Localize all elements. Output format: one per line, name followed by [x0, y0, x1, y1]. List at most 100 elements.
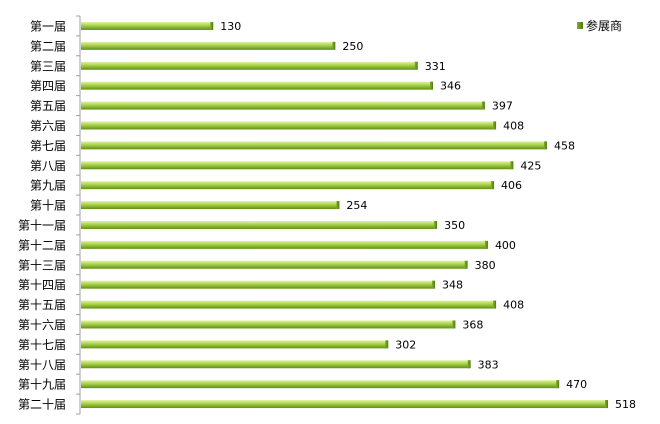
bar-cap [430, 81, 434, 90]
category-label: 第十三届 [18, 258, 66, 272]
bar-cap [434, 220, 438, 229]
category-label: 第十九届 [18, 378, 66, 392]
bar-body [81, 380, 559, 389]
bar-cap [432, 280, 436, 289]
legend-marker [577, 22, 583, 29]
bar-body [81, 141, 546, 150]
bar [81, 320, 456, 329]
bar-cap [543, 141, 547, 150]
bar-cap [414, 61, 418, 70]
bar-cap [385, 340, 389, 349]
bar-body [81, 320, 455, 329]
bar-body [81, 300, 496, 309]
bar [81, 340, 389, 349]
data-label: 406 [501, 179, 522, 192]
bar-cap [493, 121, 497, 130]
bar [81, 101, 485, 110]
bar-cap [336, 201, 340, 210]
bar-cap [510, 161, 514, 170]
data-label: 331 [425, 60, 446, 73]
data-label: 400 [495, 239, 516, 252]
bar [81, 240, 488, 249]
bar [81, 81, 434, 90]
category-label: 第九届 [30, 179, 66, 193]
bar-cap [493, 300, 497, 309]
data-label: 250 [342, 40, 363, 53]
bar-body [81, 161, 513, 170]
data-label: 425 [520, 159, 541, 172]
bar [81, 201, 340, 210]
category-label: 第十届 [30, 199, 66, 213]
bar-body [81, 280, 435, 289]
data-label: 368 [462, 318, 483, 331]
bar [81, 61, 418, 70]
bar [81, 181, 495, 190]
bar [81, 121, 497, 130]
data-label: 130 [220, 20, 241, 33]
data-label: 408 [503, 299, 524, 312]
bar-body [81, 360, 470, 369]
bar-cap [605, 400, 608, 409]
bar-body [81, 121, 496, 130]
bar-cap [210, 21, 214, 30]
bar-body [81, 181, 494, 190]
bar-body [81, 41, 335, 50]
category-label: 第四届 [30, 79, 66, 93]
category-label: 第十一届 [18, 218, 66, 232]
data-label: 518 [615, 398, 636, 411]
category-label: 第一届 [30, 19, 66, 33]
bar-body [81, 201, 339, 210]
bar-body [81, 101, 484, 110]
bar-cap [452, 320, 456, 329]
category-label: 第十五届 [18, 298, 66, 312]
data-label: 348 [442, 279, 463, 292]
bar [81, 21, 214, 30]
bar [81, 360, 471, 369]
bar-cap [491, 181, 495, 190]
bar [81, 41, 336, 50]
data-label: 302 [395, 338, 416, 351]
bar [81, 220, 438, 229]
data-label: 397 [492, 100, 513, 113]
data-label: 254 [346, 199, 367, 212]
category-label: 第二十届 [18, 398, 66, 412]
bar-cap [467, 360, 471, 369]
bar [81, 280, 436, 289]
bar [81, 260, 468, 269]
category-label: 第八届 [30, 159, 66, 173]
data-label: 346 [440, 80, 461, 93]
bar-cap [484, 240, 488, 249]
legend-label: 参展商 [586, 18, 622, 33]
bar-cap [481, 101, 485, 110]
bar-body [81, 21, 213, 30]
data-label: 380 [475, 259, 496, 272]
category-label: 第二届 [30, 39, 66, 53]
category-label: 第六届 [30, 119, 66, 133]
category-label: 第十四届 [18, 278, 66, 292]
data-label: 408 [503, 119, 524, 132]
category-label: 第十八届 [18, 358, 66, 372]
legend: 参展商 [577, 18, 622, 33]
bar [81, 161, 514, 170]
bar-body [81, 260, 467, 269]
category-label: 第十七届 [18, 338, 66, 352]
category-label: 第七届 [30, 139, 66, 153]
data-label: 458 [554, 139, 575, 152]
bar-body [81, 340, 388, 349]
data-label: 470 [566, 378, 587, 391]
bar-body [81, 400, 607, 409]
data-label: 383 [478, 358, 499, 371]
category-label: 第三届 [30, 59, 66, 73]
bar-cap [332, 41, 336, 50]
category-label: 第五届 [30, 99, 66, 113]
bar-body [81, 61, 417, 70]
bar-cap [556, 380, 560, 389]
data-label: 350 [444, 219, 465, 232]
bar-body [81, 240, 487, 249]
bar-cap [464, 260, 468, 269]
bar-body [81, 220, 437, 229]
bar-body [81, 81, 433, 90]
category-label: 第十六届 [18, 318, 66, 332]
